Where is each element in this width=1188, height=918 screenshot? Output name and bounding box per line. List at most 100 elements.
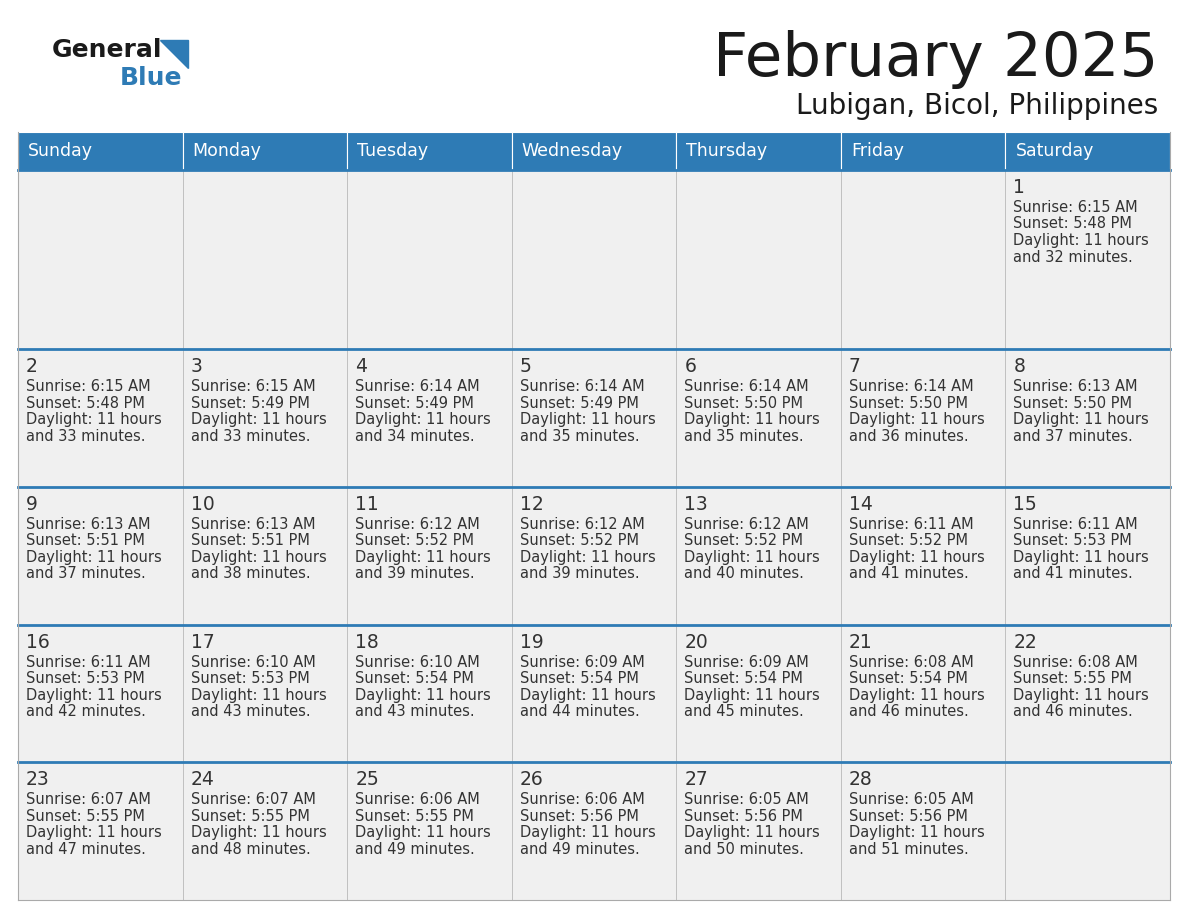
Text: Sunset: 5:51 PM: Sunset: 5:51 PM bbox=[190, 533, 309, 548]
Text: and 46 minutes.: and 46 minutes. bbox=[1013, 704, 1133, 719]
Text: Daylight: 11 hours: Daylight: 11 hours bbox=[190, 688, 327, 702]
Text: Daylight: 11 hours: Daylight: 11 hours bbox=[355, 412, 491, 427]
Text: and 37 minutes.: and 37 minutes. bbox=[26, 566, 146, 581]
Text: Sunrise: 6:13 AM: Sunrise: 6:13 AM bbox=[190, 517, 315, 532]
Text: 1: 1 bbox=[1013, 178, 1025, 197]
Bar bbox=[18, 170, 183, 349]
Text: Sunset: 5:55 PM: Sunset: 5:55 PM bbox=[26, 809, 145, 823]
Text: Sunset: 5:50 PM: Sunset: 5:50 PM bbox=[1013, 396, 1132, 410]
Bar bbox=[347, 487, 512, 624]
Text: Thursday: Thursday bbox=[687, 142, 767, 160]
Text: 9: 9 bbox=[26, 495, 38, 514]
Bar bbox=[841, 624, 1005, 762]
Text: Daylight: 11 hours: Daylight: 11 hours bbox=[1013, 233, 1149, 248]
Text: Friday: Friday bbox=[851, 142, 904, 160]
Bar bbox=[676, 762, 841, 900]
Bar bbox=[183, 624, 347, 762]
Bar bbox=[347, 170, 512, 349]
Text: Blue: Blue bbox=[120, 66, 183, 90]
Text: Sunset: 5:55 PM: Sunset: 5:55 PM bbox=[1013, 671, 1132, 686]
Text: 27: 27 bbox=[684, 770, 708, 789]
Text: Sunrise: 6:08 AM: Sunrise: 6:08 AM bbox=[849, 655, 974, 669]
Text: Sunrise: 6:08 AM: Sunrise: 6:08 AM bbox=[1013, 655, 1138, 669]
Text: Sunrise: 6:09 AM: Sunrise: 6:09 AM bbox=[684, 655, 809, 669]
Text: February 2025: February 2025 bbox=[713, 30, 1158, 89]
Text: Sunrise: 6:14 AM: Sunrise: 6:14 AM bbox=[849, 379, 973, 394]
Text: Sunset: 5:56 PM: Sunset: 5:56 PM bbox=[519, 809, 639, 823]
Bar bbox=[676, 624, 841, 762]
Bar bbox=[183, 349, 347, 487]
Text: 4: 4 bbox=[355, 357, 367, 376]
Text: Daylight: 11 hours: Daylight: 11 hours bbox=[684, 688, 820, 702]
Bar bbox=[841, 132, 1005, 170]
Text: Wednesday: Wednesday bbox=[522, 142, 623, 160]
Text: and 42 minutes.: and 42 minutes. bbox=[26, 704, 146, 719]
Text: Daylight: 11 hours: Daylight: 11 hours bbox=[355, 688, 491, 702]
Text: 3: 3 bbox=[190, 357, 202, 376]
Text: 12: 12 bbox=[519, 495, 543, 514]
Bar bbox=[676, 132, 841, 170]
Text: and 34 minutes.: and 34 minutes. bbox=[355, 429, 475, 443]
Text: 18: 18 bbox=[355, 633, 379, 652]
Text: 16: 16 bbox=[26, 633, 50, 652]
Text: Sunset: 5:55 PM: Sunset: 5:55 PM bbox=[355, 809, 474, 823]
Text: Daylight: 11 hours: Daylight: 11 hours bbox=[849, 412, 985, 427]
Text: 24: 24 bbox=[190, 770, 215, 789]
Bar bbox=[347, 349, 512, 487]
Text: Sunset: 5:55 PM: Sunset: 5:55 PM bbox=[190, 809, 309, 823]
Text: 15: 15 bbox=[1013, 495, 1037, 514]
Text: Sunset: 5:50 PM: Sunset: 5:50 PM bbox=[849, 396, 968, 410]
Text: Sunset: 5:48 PM: Sunset: 5:48 PM bbox=[1013, 217, 1132, 231]
Text: Daylight: 11 hours: Daylight: 11 hours bbox=[684, 550, 820, 565]
Text: and 49 minutes.: and 49 minutes. bbox=[519, 842, 639, 856]
Text: Sunrise: 6:14 AM: Sunrise: 6:14 AM bbox=[519, 379, 644, 394]
Text: Sunrise: 6:14 AM: Sunrise: 6:14 AM bbox=[684, 379, 809, 394]
Text: Daylight: 11 hours: Daylight: 11 hours bbox=[1013, 688, 1149, 702]
Text: Daylight: 11 hours: Daylight: 11 hours bbox=[849, 825, 985, 840]
Text: Sunrise: 6:07 AM: Sunrise: 6:07 AM bbox=[26, 792, 151, 807]
Text: Sunset: 5:53 PM: Sunset: 5:53 PM bbox=[1013, 533, 1132, 548]
Text: Daylight: 11 hours: Daylight: 11 hours bbox=[1013, 412, 1149, 427]
Bar bbox=[347, 132, 512, 170]
Text: and 41 minutes.: and 41 minutes. bbox=[1013, 566, 1133, 581]
Bar bbox=[841, 762, 1005, 900]
Text: Daylight: 11 hours: Daylight: 11 hours bbox=[519, 550, 656, 565]
Text: and 45 minutes.: and 45 minutes. bbox=[684, 704, 804, 719]
Bar bbox=[512, 170, 676, 349]
Text: and 48 minutes.: and 48 minutes. bbox=[190, 842, 310, 856]
Text: Daylight: 11 hours: Daylight: 11 hours bbox=[355, 825, 491, 840]
Text: Sunset: 5:49 PM: Sunset: 5:49 PM bbox=[190, 396, 309, 410]
Text: Daylight: 11 hours: Daylight: 11 hours bbox=[190, 550, 327, 565]
Text: Daylight: 11 hours: Daylight: 11 hours bbox=[190, 412, 327, 427]
Text: Sunrise: 6:11 AM: Sunrise: 6:11 AM bbox=[1013, 517, 1138, 532]
Text: and 35 minutes.: and 35 minutes. bbox=[684, 429, 804, 443]
Text: Sunset: 5:54 PM: Sunset: 5:54 PM bbox=[684, 671, 803, 686]
Bar bbox=[183, 487, 347, 624]
Text: Sunrise: 6:15 AM: Sunrise: 6:15 AM bbox=[1013, 200, 1138, 215]
Text: and 51 minutes.: and 51 minutes. bbox=[849, 842, 968, 856]
Text: Daylight: 11 hours: Daylight: 11 hours bbox=[26, 688, 162, 702]
Bar bbox=[512, 762, 676, 900]
Text: 6: 6 bbox=[684, 357, 696, 376]
Text: and 41 minutes.: and 41 minutes. bbox=[849, 566, 968, 581]
Text: Sunrise: 6:11 AM: Sunrise: 6:11 AM bbox=[849, 517, 973, 532]
Text: Saturday: Saturday bbox=[1016, 142, 1094, 160]
Text: 28: 28 bbox=[849, 770, 873, 789]
Bar bbox=[512, 487, 676, 624]
Text: Sunset: 5:53 PM: Sunset: 5:53 PM bbox=[26, 671, 145, 686]
Text: Sunset: 5:49 PM: Sunset: 5:49 PM bbox=[355, 396, 474, 410]
Text: Sunset: 5:48 PM: Sunset: 5:48 PM bbox=[26, 396, 145, 410]
Text: Sunrise: 6:13 AM: Sunrise: 6:13 AM bbox=[1013, 379, 1138, 394]
Text: Sunrise: 6:15 AM: Sunrise: 6:15 AM bbox=[190, 379, 315, 394]
Text: 21: 21 bbox=[849, 633, 873, 652]
Text: Sunrise: 6:10 AM: Sunrise: 6:10 AM bbox=[355, 655, 480, 669]
Text: Sunset: 5:50 PM: Sunset: 5:50 PM bbox=[684, 396, 803, 410]
Bar bbox=[183, 170, 347, 349]
Text: 5: 5 bbox=[519, 357, 531, 376]
Text: and 39 minutes.: and 39 minutes. bbox=[519, 566, 639, 581]
Bar bbox=[1005, 132, 1170, 170]
Text: 11: 11 bbox=[355, 495, 379, 514]
Text: Sunrise: 6:12 AM: Sunrise: 6:12 AM bbox=[355, 517, 480, 532]
Text: 22: 22 bbox=[1013, 633, 1037, 652]
Text: Daylight: 11 hours: Daylight: 11 hours bbox=[1013, 550, 1149, 565]
